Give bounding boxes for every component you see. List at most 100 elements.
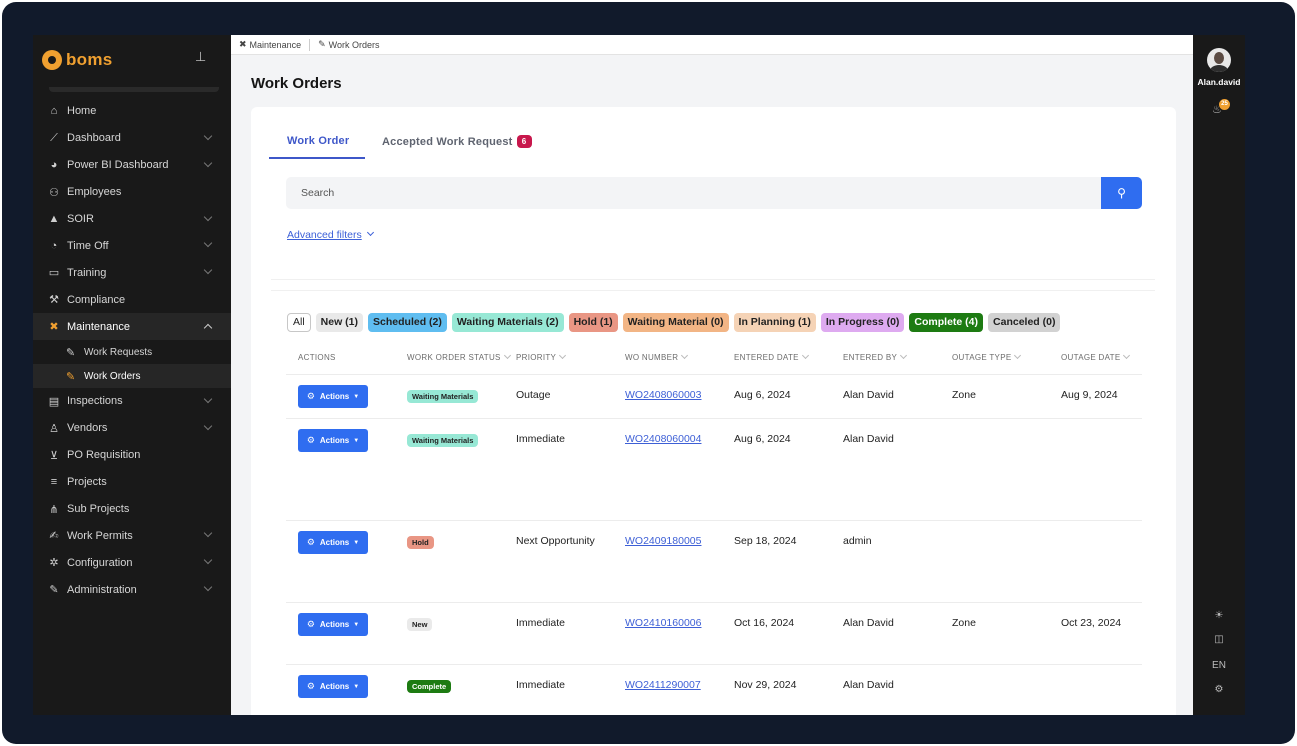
- cell-priority: Immediate: [516, 679, 566, 691]
- filter-chip-complete[interactable]: Complete (4): [909, 313, 984, 332]
- filter-chip-scheduled[interactable]: Scheduled (2): [368, 313, 447, 332]
- search-input[interactable]: [286, 177, 1100, 209]
- column-header[interactable]: ENTERED DATE: [734, 351, 809, 362]
- column-header[interactable]: WORK ORDER STATUS: [407, 351, 511, 362]
- pin-sidebar-icon[interactable]: ⊥: [195, 49, 207, 64]
- wo-number-link[interactable]: WO2409180005: [625, 535, 702, 547]
- tab-work-order[interactable]: Work Order: [287, 135, 350, 147]
- sidebar-item-compliance[interactable]: ⚒ Compliance: [33, 286, 231, 313]
- breadcrumb-item[interactable]: ✎ Work Orders: [318, 39, 379, 50]
- right-rail: Alan.david ♨ 25 ☀ ◫ EN ⚙: [1193, 35, 1245, 715]
- advanced-filters-toggle[interactable]: Advanced filters: [287, 228, 374, 241]
- brand-name: boms: [66, 50, 113, 69]
- user-name: Alan.david: [1197, 77, 1241, 87]
- search-bar: ⚲: [286, 177, 1142, 209]
- language-switcher[interactable]: EN: [1212, 660, 1226, 671]
- filter-chip-canceled[interactable]: Canceled (0): [988, 313, 1061, 332]
- columns-icon[interactable]: ◫: [1214, 634, 1224, 645]
- sidebar-item-label: Dashboard: [67, 132, 121, 145]
- sort-chevron-icon: [801, 351, 809, 360]
- brightness-icon[interactable]: ☀: [1214, 610, 1224, 621]
- sidebar-subitem-work-orders[interactable]: ✎ Work Orders: [33, 364, 231, 389]
- sidebar-item-maintenance[interactable]: ✖ Maintenance: [33, 313, 231, 341]
- breadcrumb-label: Work Orders: [328, 39, 380, 50]
- sidebar-item-home[interactable]: ⌂ Home: [33, 98, 231, 125]
- sidebar-item-configuration[interactable]: ✲ Configuration: [33, 549, 231, 576]
- filter-chip-waiting-material[interactable]: Waiting Material (0): [622, 313, 729, 332]
- settings-icon[interactable]: ⚙: [1214, 684, 1224, 695]
- wo-number-link[interactable]: WO2410160006: [625, 617, 702, 629]
- sidebar-item-label: Compliance: [67, 293, 126, 306]
- sidebar-nav: ⌂ Home ⟋ Dashboard ◕ Power BI Dashboard ⚇ Emplo…: [33, 98, 231, 603]
- filter-chip-new[interactable]: New (1): [315, 313, 364, 332]
- cart-icon: ⊻: [49, 449, 59, 462]
- actions-button[interactable]: ⚙ Actions ▼: [298, 531, 368, 554]
- filter-chip-waiting-materials[interactable]: Waiting Materials (2): [451, 313, 564, 332]
- home-icon: ⌂: [50, 105, 58, 118]
- chart-line-icon: ⟋: [50, 131, 58, 144]
- sidebar-item-administration[interactable]: ✎ Administration: [33, 576, 231, 603]
- sidebar-item-sub-projects[interactable]: ⋔ Sub Projects: [33, 496, 231, 523]
- wo-number-link[interactable]: WO2411290007: [625, 679, 701, 691]
- chevron-down-icon: [203, 556, 213, 565]
- sidebar-item-soir[interactable]: ▲ SOIR: [33, 206, 231, 233]
- filter-chip-all[interactable]: All: [287, 313, 311, 332]
- sidebar-item-employees[interactable]: ⚇ Employees: [33, 179, 231, 206]
- breadcrumb-item[interactable]: ✖ Maintenance: [239, 39, 301, 50]
- sidebar-item-label: Configuration: [67, 556, 133, 569]
- sidebar-item-projects[interactable]: ≡ Projects: [33, 469, 231, 496]
- sidebar-item-work-permits[interactable]: ✍ Work Permits: [33, 522, 231, 549]
- actions-button[interactable]: ⚙ Actions ▼: [298, 385, 368, 408]
- avatar[interactable]: [1207, 48, 1231, 72]
- wo-number-link[interactable]: WO2408060003: [625, 389, 702, 401]
- sort-chevron-icon: [503, 351, 511, 360]
- table-row: ⚙ Actions ▼ Hold Next Opportunity WO240918000…: [286, 521, 1142, 603]
- sidebar-item-po-requisition[interactable]: ⊻ PO Requisition: [33, 442, 231, 469]
- wrench-icon: ✎: [49, 584, 59, 597]
- table-row: ⚙ Actions ▼ Waiting Materials Outage WO240806…: [286, 375, 1142, 419]
- search-button[interactable]: ⚲: [1101, 177, 1142, 209]
- sidebar-item-label: Home: [67, 105, 97, 118]
- column-header[interactable]: WO NUMBER: [625, 351, 689, 362]
- sidebar-item-vendors[interactable]: ♙ Vendors: [33, 415, 231, 442]
- column-header[interactable]: ENTERED BY: [843, 351, 908, 362]
- filter-chip-in-planning[interactable]: In Planning (1): [733, 313, 816, 332]
- sidebar-item-label: Sub Projects: [67, 503, 130, 516]
- sidebar-item-time-off[interactable]: ◔ Time Off: [33, 232, 231, 259]
- sidebar-item-inspections[interactable]: ▤ Inspections: [33, 388, 231, 415]
- chevron-down-icon: [203, 583, 213, 592]
- sidebar-item-power-bi-dashboard[interactable]: ◕ Power BI Dashboard: [33, 152, 231, 179]
- wo-number-link[interactable]: WO2408060004: [625, 433, 702, 445]
- cell-priority: Outage: [516, 389, 551, 401]
- caret-down-icon: ▼: [353, 539, 360, 546]
- chevron-down-icon: [203, 529, 213, 538]
- column-header[interactable]: PRIORITY: [516, 351, 567, 362]
- cell-entered-by: Alan David: [843, 389, 894, 401]
- cell-entered-date: Oct 16, 2024: [734, 617, 795, 629]
- filter-chip-hold[interactable]: Hold (1): [568, 313, 618, 332]
- notification-badge: 25: [1219, 99, 1230, 110]
- sidebar-item-dashboard[interactable]: ⟋ Dashboard: [33, 125, 231, 152]
- sidebar-item-training[interactable]: ▭ Training: [33, 259, 231, 286]
- tab-accepted-work-request[interactable]: Accepted Work Request 6: [382, 135, 532, 148]
- bell-icon[interactable]: ♨: [1212, 104, 1222, 116]
- column-header[interactable]: OUTAGE TYPE: [952, 351, 1022, 362]
- avatar-body: [1210, 65, 1228, 72]
- actions-button-label: Actions: [319, 620, 350, 629]
- actions-button[interactable]: ⚙ Actions ▼: [298, 675, 368, 698]
- sidebar-item-label: Time Off: [67, 239, 109, 252]
- actions-button[interactable]: ⚙ Actions ▼: [298, 429, 368, 452]
- sidebar-item-label: Maintenance: [67, 320, 130, 333]
- column-header-label: PRIORITY: [516, 353, 557, 362]
- cell-entered-by: Alan David: [843, 433, 894, 445]
- gear-icon: ⚙: [306, 619, 315, 629]
- gear-icon: ⚙: [306, 435, 315, 445]
- actions-button[interactable]: ⚙ Actions ▼: [298, 613, 368, 636]
- brand-logo[interactable]: boms: [42, 49, 113, 71]
- gear-icon: ⚙: [306, 681, 315, 691]
- column-header[interactable]: OUTAGE DATE: [1061, 351, 1131, 362]
- sidebar-subitem-work-requests[interactable]: ✎ Work Requests: [33, 340, 231, 364]
- filter-chip-in-progress[interactable]: In Progress (0): [820, 313, 905, 332]
- cell-entered-by: Alan David: [843, 617, 894, 629]
- sidebar-item-label: Training: [67, 266, 107, 279]
